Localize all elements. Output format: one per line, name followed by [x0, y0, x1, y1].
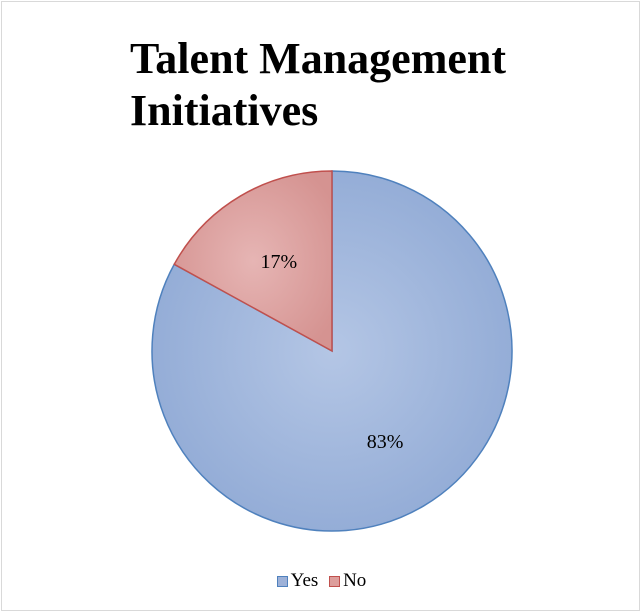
slice-yes: [151, 170, 513, 532]
legend-swatch-no: [329, 575, 341, 587]
legend-label-yes: Yes: [290, 570, 319, 591]
legend-item-yes: Yes: [276, 570, 319, 592]
slice-no: [173, 170, 333, 353]
legend: Yes No: [0, 570, 643, 594]
chart-title: Talent Management Initiatives: [130, 34, 507, 135]
legend-item-no: No: [329, 570, 366, 592]
legend-label-no: No: [343, 570, 367, 591]
legend-swatch-yes: [276, 575, 288, 587]
slice-label-no: 17%: [261, 251, 298, 273]
slice-label-yes: 83%: [367, 431, 404, 453]
